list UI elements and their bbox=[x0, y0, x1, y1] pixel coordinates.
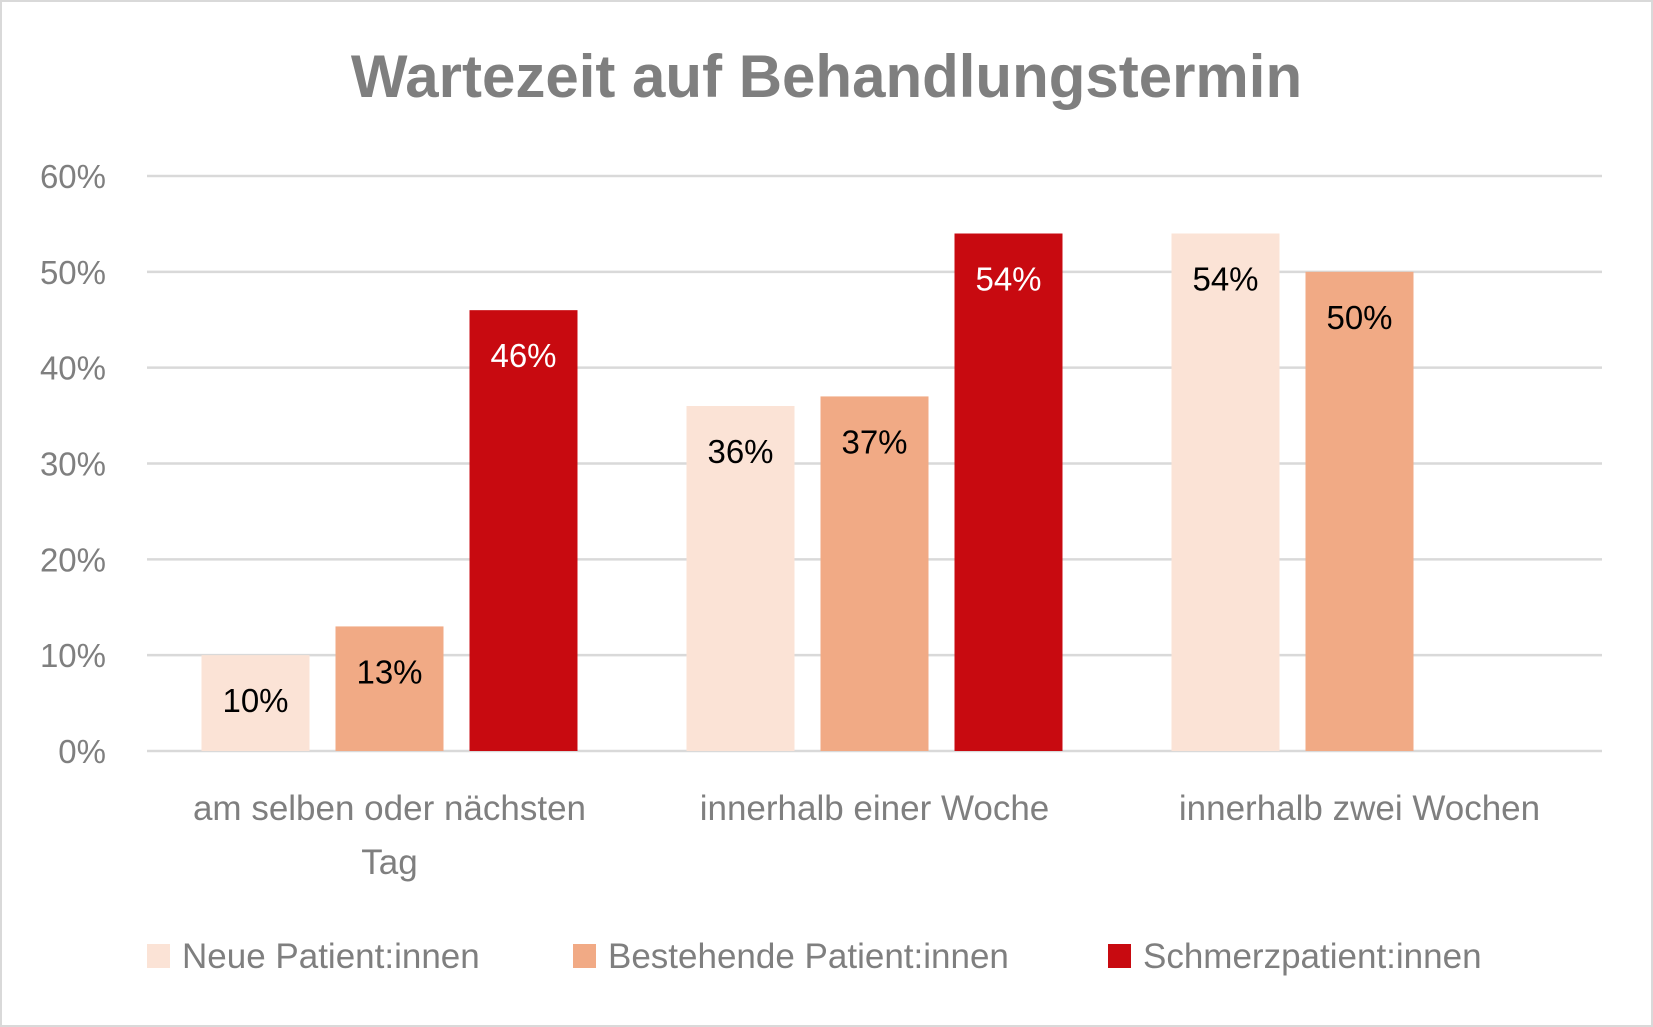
legend-swatch bbox=[147, 944, 170, 968]
x-axis-ticks: am selben oder nächsten Tag innerhalb eine… bbox=[193, 789, 1540, 882]
y-tick-label: 50% bbox=[40, 254, 106, 291]
x-tick-label: Tag bbox=[361, 843, 417, 882]
y-tick-label: 40% bbox=[40, 350, 106, 387]
y-tick-label: 0% bbox=[58, 733, 106, 770]
chart-title: Wartezeit auf Behandlungstermin bbox=[350, 43, 1303, 110]
data-labels: 10% 13% 46% 36% 37% 54% 54% 50% bbox=[222, 261, 1392, 720]
data-label: 13% bbox=[356, 653, 422, 690]
x-tick-label: am selben oder nächsten bbox=[193, 789, 586, 828]
bars bbox=[201, 233, 1414, 751]
data-label: 50% bbox=[1326, 299, 1392, 336]
data-label: 46% bbox=[490, 337, 556, 374]
legend-label: Neue Patient:innen bbox=[182, 937, 480, 976]
y-tick-label: 30% bbox=[40, 446, 106, 483]
y-tick-label: 60% bbox=[40, 158, 106, 195]
bar bbox=[1305, 271, 1414, 751]
bar bbox=[820, 396, 929, 751]
y-tick-label: 20% bbox=[40, 541, 106, 578]
data-label: 10% bbox=[222, 682, 288, 719]
bar bbox=[469, 310, 578, 751]
legend-label: Schmerzpatient:innen bbox=[1143, 937, 1482, 976]
legend-swatch bbox=[573, 944, 596, 968]
bar bbox=[201, 655, 310, 751]
x-tick-label: innerhalb zwei Wochen bbox=[1179, 789, 1540, 828]
bar bbox=[1171, 233, 1280, 751]
bar bbox=[335, 626, 444, 751]
bar bbox=[954, 233, 1063, 751]
data-label: 36% bbox=[707, 433, 773, 470]
legend-label: Bestehende Patient:innen bbox=[608, 937, 1009, 976]
legend: Neue Patient:innen Bestehende Patient:inn… bbox=[147, 937, 1482, 976]
data-label: 37% bbox=[841, 423, 907, 460]
y-tick-label: 10% bbox=[40, 637, 106, 674]
y-axis-ticks: 0% 10% 20% 30% 40% 50% 60% bbox=[40, 158, 106, 770]
legend-swatch bbox=[1108, 944, 1131, 968]
data-label: 54% bbox=[975, 261, 1041, 298]
bar bbox=[686, 406, 795, 751]
x-tick-label: innerhalb einer Woche bbox=[700, 789, 1050, 828]
data-label: 54% bbox=[1192, 261, 1258, 298]
